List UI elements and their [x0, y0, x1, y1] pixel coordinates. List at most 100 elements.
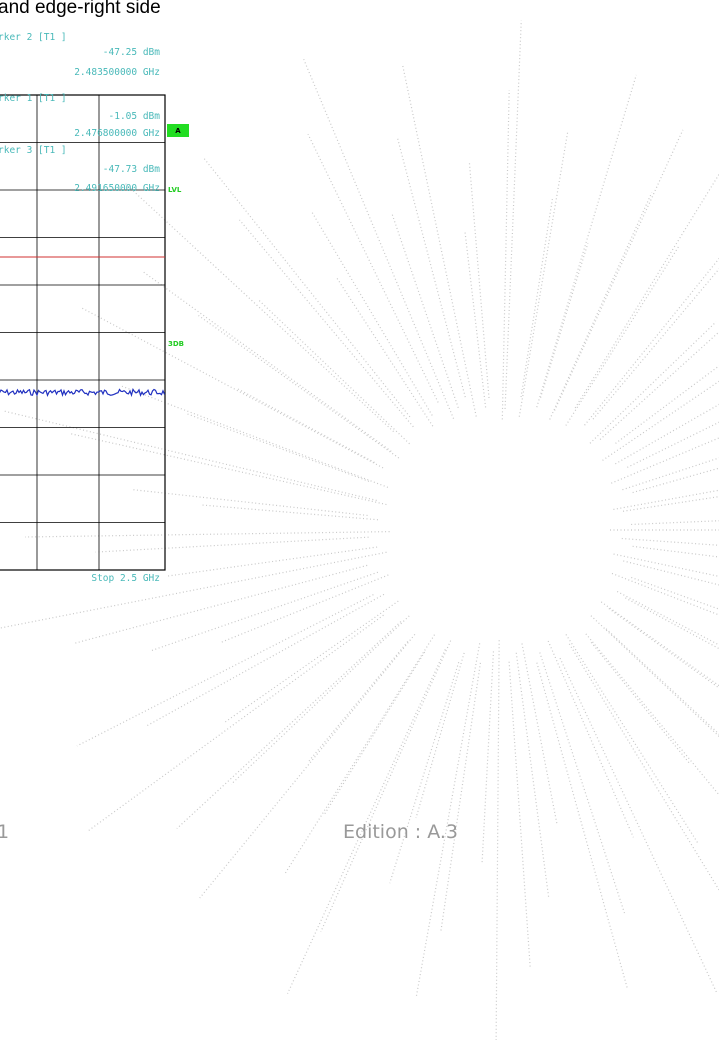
- watermark-ray: [504, 20, 522, 409]
- watermark-ray: [549, 192, 653, 420]
- watermark-ray: [539, 242, 589, 398]
- watermark-ray: [440, 662, 482, 931]
- watermark-ray: [396, 138, 466, 398]
- watermark-ray: [554, 129, 684, 411]
- watermark-ray: [515, 652, 550, 897]
- watermark-ray: [286, 649, 446, 994]
- watermark-ray: [203, 158, 411, 418]
- marker-label: rker 1 [T1 ]: [0, 93, 67, 104]
- db-tag: 3DB: [168, 340, 184, 348]
- watermark-ray: [615, 365, 719, 444]
- watermark-ray: [632, 467, 719, 494]
- watermark-ray: [0, 551, 387, 629]
- watermark-ray: [521, 643, 558, 825]
- watermark-ray: [495, 640, 500, 1040]
- watermark-ray: [568, 643, 719, 892]
- marker-label: rker 3 [T1 ]: [0, 145, 67, 156]
- watermark-ray: [464, 231, 487, 408]
- watermark-ray: [143, 271, 392, 452]
- watermark-ray: [625, 597, 719, 650]
- watermark-ray: [565, 634, 699, 844]
- watermark-ray: [185, 412, 370, 482]
- watermark-ray: [230, 615, 410, 785]
- watermark-ray: [611, 572, 719, 616]
- watermark-ray: [303, 59, 455, 419]
- marker-level: -47.25 dBm: [103, 47, 160, 58]
- watermark-ray: [201, 504, 378, 521]
- watermark-ray: [631, 576, 719, 610]
- watermark-ray: [608, 608, 719, 689]
- marker-level: -1.05 dBm: [109, 111, 161, 122]
- section-title: and edge-right side: [0, 0, 161, 18]
- watermark-ray: [501, 90, 510, 420]
- watermark-ray: [589, 321, 717, 444]
- watermark-ray: [518, 130, 569, 417]
- marker-frequency: 2.491650000 GHz: [74, 183, 160, 194]
- watermark-ray: [599, 331, 719, 440]
- marker-frequency: 2.483500000 GHz: [74, 67, 160, 78]
- marker-level: -47.73 dBm: [103, 164, 160, 175]
- watermark-ray: [76, 594, 374, 747]
- watermark-ray: [616, 590, 719, 646]
- watermark-ray: [622, 457, 719, 491]
- trace-tag-box: [167, 124, 189, 137]
- stop-frequency: Stop 2.5 GHz: [91, 573, 160, 584]
- trace: [0, 387, 166, 398]
- watermark-ray: [536, 662, 628, 988]
- watermark-ray: [520, 199, 553, 398]
- watermark-ray: [508, 661, 531, 969]
- watermark-ray: [308, 641, 409, 762]
- watermark-ray: [145, 593, 385, 727]
- marker-frequency: 2.476800000 GHz: [74, 128, 160, 139]
- watermark-ray: [536, 74, 637, 408]
- watermark-ray: [323, 651, 426, 816]
- watermark-ray: [225, 600, 399, 723]
- watermark-ray: [239, 219, 414, 428]
- watermark-ray: [602, 380, 719, 461]
- watermark-ray: [87, 614, 384, 832]
- watermark-ray: [257, 298, 410, 445]
- watermark-ray: [611, 437, 719, 484]
- watermark-ray: [121, 385, 389, 488]
- watermark: [0, 20, 719, 1040]
- watermark-ray: [468, 161, 490, 399]
- watermark-ray: [481, 651, 495, 865]
- watermark-ray: [70, 433, 387, 506]
- watermark-ray: [176, 621, 402, 830]
- watermark-ray: [320, 640, 452, 933]
- watermark-ray: [132, 488, 368, 517]
- watermark-ray: [584, 257, 719, 426]
- watermark-ray: [74, 564, 368, 644]
- watermark-ray: [402, 64, 477, 417]
- watermark-ray: [622, 496, 719, 512]
- trace-tag: A: [175, 127, 181, 135]
- watermark-ray: [590, 615, 719, 738]
- watermark-ray: [389, 662, 460, 884]
- level-tag: LVL: [168, 186, 182, 194]
- watermark-ray: [199, 633, 416, 899]
- watermark-ray: [547, 640, 634, 838]
- watermark-ray: [307, 133, 439, 403]
- watermark-ray: [25, 531, 390, 538]
- watermark-ray: [235, 387, 375, 463]
- watermark-ray: [615, 403, 719, 465]
- watermark-ray: [627, 421, 719, 468]
- watermark-core: [418, 440, 582, 620]
- watermark-ray: [559, 657, 717, 993]
- watermark-ray: [415, 643, 481, 998]
- watermark-ray: [605, 628, 719, 735]
- page-number: 1: [0, 821, 9, 843]
- watermark-ray: [391, 212, 459, 408]
- watermark-ray: [168, 546, 378, 577]
- watermark-ray: [631, 520, 719, 526]
- edition: Edition : A.3: [343, 821, 458, 843]
- watermark-ray: [590, 641, 690, 764]
- watermark-ray: [632, 545, 719, 558]
- spectrum-plot: rker 2 [T1 ] -47.25 dBm 2.483500000 GHz …: [0, 32, 189, 584]
- watermark-ray: [125, 183, 394, 433]
- watermark-ray: [198, 315, 400, 459]
- watermark-ray: [3, 410, 377, 502]
- watermark-ray: [311, 211, 433, 416]
- watermark-ray: [565, 246, 680, 426]
